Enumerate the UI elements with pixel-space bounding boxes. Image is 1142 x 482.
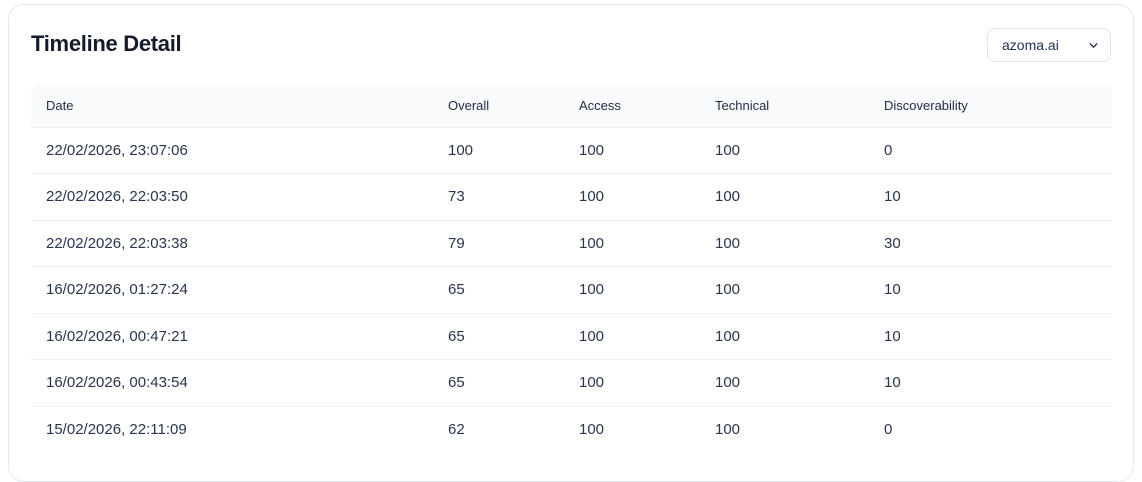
- cell-access: 100: [564, 127, 700, 174]
- cell-discoverability: 10: [869, 266, 1112, 314]
- cell-technical: 100: [700, 173, 869, 221]
- cell-access: 100: [564, 359, 700, 407]
- table-row[interactable]: 22/02/2026, 22:03:38 79 100 100 30: [31, 220, 1112, 267]
- cell-overall: 65: [433, 266, 564, 314]
- site-select[interactable]: azoma.ai: [987, 28, 1111, 62]
- cell-overall: 62: [448, 421, 465, 438]
- card-header: Timeline Detail azoma.ai: [9, 5, 1133, 85]
- cell-overall: 79: [433, 220, 564, 267]
- table-row[interactable]: 22/02/2026, 23:07:06 100 100 100 0: [31, 127, 1112, 174]
- column-header-discoverability[interactable]: Discoverability: [869, 84, 1112, 128]
- cell-date: 16/02/2026, 01:27:24: [31, 266, 433, 314]
- cell-overall: 100: [433, 127, 564, 174]
- cell-access: 100: [564, 173, 700, 221]
- chevron-down-icon: [1089, 42, 1098, 48]
- cell-access: 100: [579, 421, 605, 438]
- column-header-access[interactable]: Access: [564, 84, 700, 128]
- cell-date: 22/02/2026, 22:03:50: [31, 173, 433, 221]
- timeline-table-wrap: Date Overall Access Technical Discoverab…: [31, 84, 1112, 453]
- cell-technical: 100: [715, 421, 741, 438]
- column-header-overall[interactable]: Overall: [433, 84, 564, 128]
- cell-date: 16/02/2026, 00:47:21: [31, 313, 433, 360]
- page-title: Timeline Detail: [31, 31, 182, 56]
- cell-access: 100: [564, 313, 700, 360]
- cell-discoverability: 0: [884, 421, 893, 438]
- cell-discoverability: 10: [869, 359, 1112, 407]
- site-select-value: azoma.ai: [1002, 37, 1059, 53]
- column-header-date[interactable]: Date: [31, 84, 433, 128]
- cell-discoverability: 10: [869, 173, 1112, 221]
- cell-date: 22/02/2026, 23:07:06: [31, 127, 433, 174]
- cell-technical: 100: [700, 220, 869, 267]
- table-row[interactable]: 16/02/2026, 01:27:24 65 100 100 10: [31, 266, 1112, 314]
- cell-overall: 65: [433, 313, 564, 360]
- cell-overall: 73: [433, 173, 564, 221]
- timeline-table: Date Overall Access Technical Discoverab…: [31, 84, 1112, 453]
- cell-technical: 100: [700, 313, 869, 360]
- cell-technical: 100: [700, 127, 869, 174]
- table-body: 22/02/2026, 23:07:06 100 100 100 0 22/02…: [31, 127, 1112, 453]
- table-head: Date Overall Access Technical Discoverab…: [31, 84, 1112, 128]
- cell-date: 22/02/2026, 22:03:38: [31, 220, 433, 267]
- cell-discoverability: 10: [869, 313, 1112, 360]
- table-header-row: Date Overall Access Technical Discoverab…: [31, 84, 1112, 128]
- cell-technical: 100: [700, 266, 869, 314]
- table-row[interactable]: 15/02/2026, 22:11:09 62 100 100 0: [31, 406, 1112, 453]
- table-row[interactable]: 16/02/2026, 00:47:21 65 100 100 10: [31, 313, 1112, 360]
- table-row[interactable]: 22/02/2026, 22:03:50 73 100 100 10: [31, 173, 1112, 221]
- column-header-technical[interactable]: Technical: [700, 84, 869, 128]
- cell-discoverability: 0: [869, 127, 1112, 174]
- timeline-detail-card: Timeline Detail azoma.ai Date Overall Ac…: [8, 4, 1134, 482]
- cell-access: 100: [564, 266, 700, 314]
- cell-date: 16/02/2026, 00:43:54: [31, 359, 433, 407]
- cell-overall: 65: [433, 359, 564, 407]
- cell-technical: 100: [700, 359, 869, 407]
- cell-access: 100: [564, 220, 700, 267]
- cell-date: 15/02/2026, 22:11:09: [46, 421, 187, 438]
- cell-discoverability: 30: [869, 220, 1112, 267]
- table-row[interactable]: 16/02/2026, 00:43:54 65 100 100 10: [31, 359, 1112, 407]
